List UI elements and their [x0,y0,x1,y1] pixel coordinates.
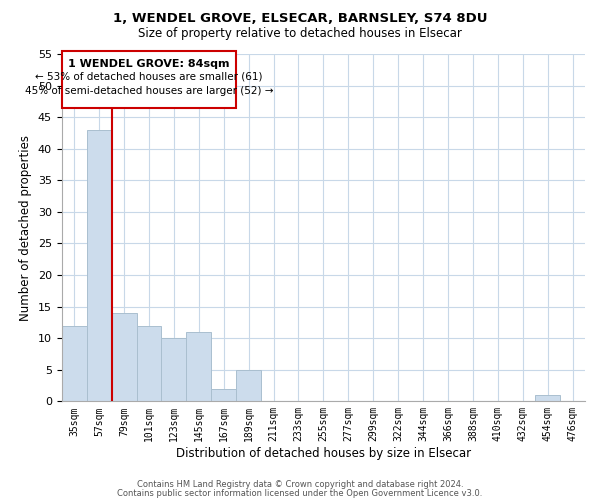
Text: 45% of semi-detached houses are larger (52) →: 45% of semi-detached houses are larger (… [25,86,273,96]
Y-axis label: Number of detached properties: Number of detached properties [19,134,32,320]
Bar [112,313,137,402]
Text: 1 WENDEL GROVE: 84sqm: 1 WENDEL GROVE: 84sqm [68,59,230,69]
Bar [86,130,112,402]
Text: Size of property relative to detached houses in Elsecar: Size of property relative to detached ho… [138,28,462,40]
Text: Contains public sector information licensed under the Open Government Licence v3: Contains public sector information licen… [118,489,482,498]
Bar [62,326,86,402]
Bar [137,326,161,402]
X-axis label: Distribution of detached houses by size in Elsecar: Distribution of detached houses by size … [176,447,471,460]
Bar [535,395,560,402]
Bar [187,332,211,402]
Bar [211,388,236,402]
Bar [236,370,261,402]
Bar [62,51,236,108]
Bar [161,338,187,402]
Text: ← 53% of detached houses are smaller (61): ← 53% of detached houses are smaller (61… [35,72,263,82]
Text: Contains HM Land Registry data © Crown copyright and database right 2024.: Contains HM Land Registry data © Crown c… [137,480,463,489]
Text: 1, WENDEL GROVE, ELSECAR, BARNSLEY, S74 8DU: 1, WENDEL GROVE, ELSECAR, BARNSLEY, S74 … [113,12,487,26]
